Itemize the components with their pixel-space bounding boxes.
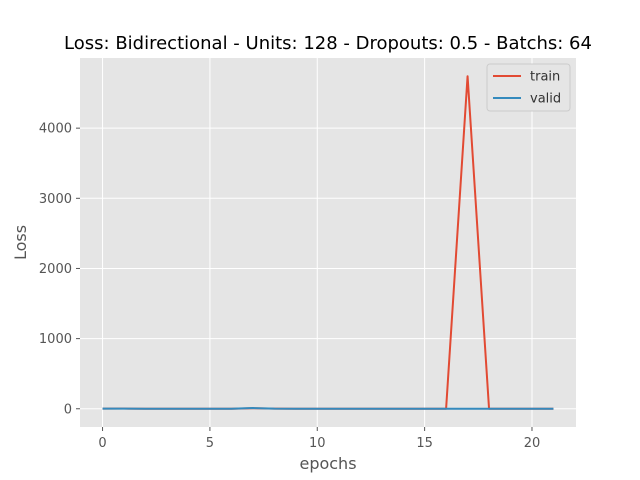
chart-title: Loss: Bidirectional - Units: 128 - Dropo…: [64, 33, 592, 54]
x-tick-label: 5: [206, 436, 214, 451]
axis-ticks: 0 5 10 15 20 0 1000 2000 3000 4000: [39, 122, 540, 451]
y-axis-label: Loss: [11, 225, 30, 260]
y-tick-label: 2000: [39, 262, 72, 277]
y-tick-label: 0: [64, 402, 72, 417]
legend: train valid: [486, 63, 571, 112]
x-axis-label: epochs: [299, 454, 356, 473]
x-tick-label: 0: [98, 436, 106, 451]
y-tick-label: 4000: [39, 122, 72, 137]
legend-label-train: train: [530, 70, 560, 85]
x-tick-label: 10: [309, 436, 326, 451]
series-lines: [102, 75, 554, 410]
series-line-valid: [102, 407, 554, 410]
y-tick-label: 1000: [39, 332, 72, 347]
x-tick-label: 20: [524, 436, 541, 451]
x-tick-label: 15: [416, 436, 433, 451]
plot-area: [80, 58, 576, 427]
legend-label-valid: valid: [530, 92, 561, 107]
y-tick-label: 3000: [39, 192, 72, 207]
